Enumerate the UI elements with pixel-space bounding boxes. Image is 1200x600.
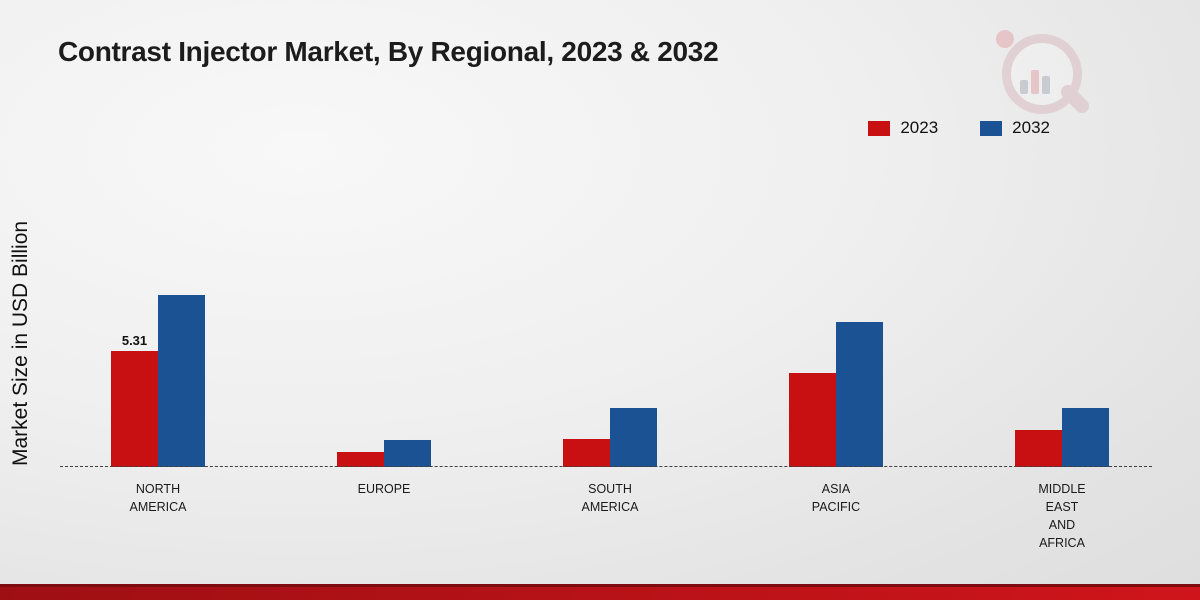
- x-axis-label-south-america: SOUTH AMERICA: [581, 482, 639, 514]
- logo-bar-icon: [1042, 76, 1050, 94]
- bar-wrap-2023-asia-pacific: [789, 373, 836, 467]
- bar-2032-europe: [384, 440, 431, 467]
- footer-band: [0, 584, 1200, 600]
- bar-group-north-america: 5.31 NORTH AMERICA: [111, 282, 205, 514]
- legend: 2023 2032: [868, 118, 1050, 138]
- bar-wrap-2032-middle-east-and-africa: [1062, 408, 1109, 467]
- logo-bar-icon: [1031, 70, 1039, 94]
- bar-2023-europe: [337, 452, 384, 467]
- bar-2023-south-america: [563, 439, 610, 467]
- bar-2023-north-america: [111, 351, 158, 467]
- legend-item-2032: 2032: [980, 118, 1050, 138]
- bar-wrap-2032-south-america: [610, 408, 657, 467]
- brand-logo: [996, 30, 1092, 118]
- bar-groups: 5.31 NORTH AMERICA EUROPE SOUTH AMERICA ASIA PA…: [45, 282, 1175, 550]
- legend-swatch-2032: [980, 120, 1003, 136]
- bar-2032-asia-pacific: [836, 322, 883, 467]
- legend-label-2032: 2032: [1012, 118, 1050, 137]
- bar-wrap-2023-north-america: 5.31: [111, 333, 158, 467]
- bar-2023-asia-pacific: [789, 373, 836, 467]
- y-axis-label: Market Size in USD Billion: [9, 220, 32, 466]
- bar-2032-south-america: [610, 408, 657, 467]
- value-label-2023-north-america: 5.31: [121, 333, 148, 348]
- legend-label-2023: 2023: [900, 118, 939, 137]
- x-axis-label-asia-pacific: ASIA PACIFIC: [811, 482, 861, 514]
- bar-wrap-2023-middle-east-and-africa: [1015, 430, 1062, 467]
- legend-item-2023: 2023: [868, 118, 938, 138]
- bar-group-asia-pacific: ASIA PACIFIC: [789, 282, 883, 514]
- x-axis-line: [60, 466, 1152, 467]
- bar-2032-middle-east-and-africa: [1062, 408, 1109, 467]
- x-axis-label-europe: EUROPE: [357, 482, 411, 496]
- bar-wrap-2023-south-america: [563, 439, 610, 467]
- x-axis-label-middle-east-and-africa: MIDDLE EAST AND AFRICA: [1038, 482, 1086, 550]
- plot-area: 5.31 NORTH AMERICA EUROPE SOUTH AMERICA ASIA PA…: [45, 282, 1175, 550]
- chart-title: Contrast Injector Market, By Regional, 2…: [58, 36, 719, 67]
- bar-wrap-2032-north-america: [158, 295, 205, 467]
- logo-bar-icon: [1020, 80, 1028, 94]
- bar-wrap-2032-asia-pacific: [836, 322, 883, 467]
- bar-2023-middle-east-and-africa: [1015, 430, 1062, 467]
- x-axis-label-north-america: NORTH AMERICA: [129, 482, 187, 514]
- bar-group-europe: EUROPE: [337, 282, 431, 496]
- legend-swatch-2023: [868, 120, 891, 136]
- bar-wrap-2023-europe: [337, 452, 384, 467]
- bar-group-south-america: SOUTH AMERICA: [563, 282, 657, 514]
- bar-2032-north-america: [158, 295, 205, 467]
- bar-wrap-2032-europe: [384, 440, 431, 467]
- logo-dot: [996, 30, 1014, 48]
- bar-group-middle-east-and-africa: MIDDLE EAST AND AFRICA: [1015, 282, 1109, 550]
- magnifier-lens-icon: [1002, 34, 1082, 114]
